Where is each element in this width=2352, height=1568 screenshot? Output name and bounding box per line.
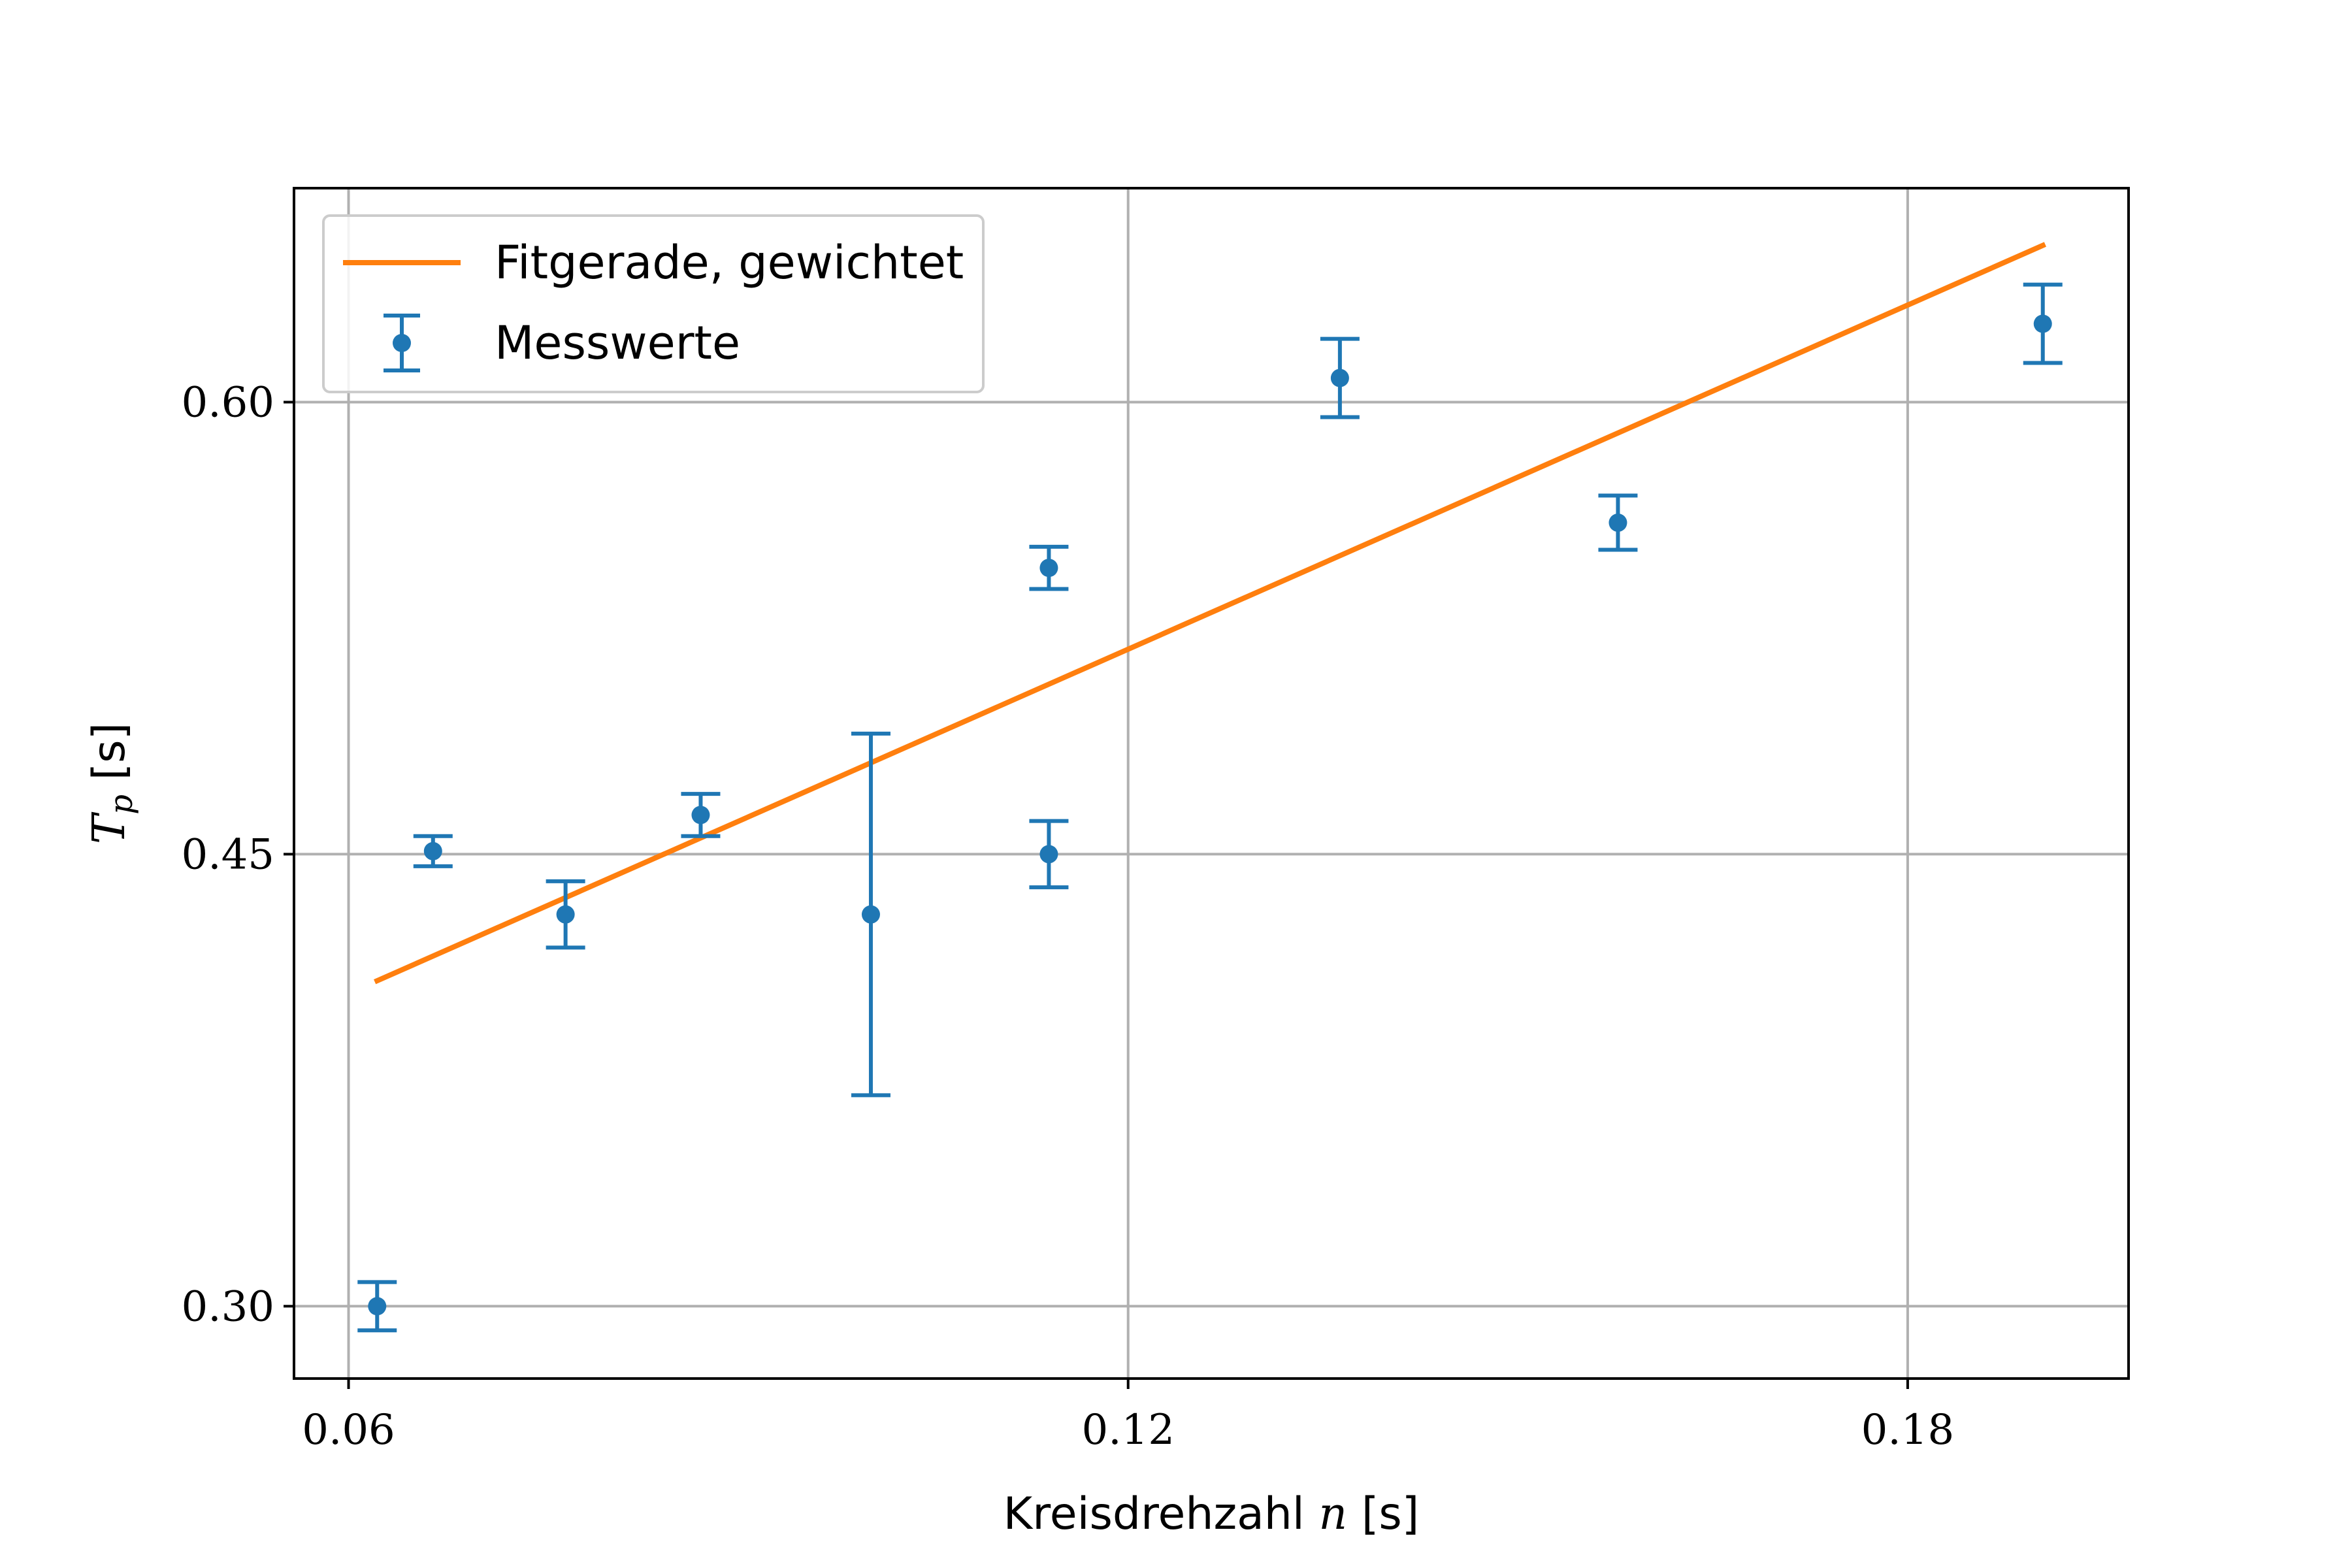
measurement-point	[2023, 282, 2063, 365]
measurement-point	[851, 731, 890, 1098]
measurement-point	[1029, 819, 1069, 890]
y-tick-label: 0.45	[182, 830, 275, 879]
y-tick-label: 0.60	[182, 378, 275, 427]
x-axis-label-unit: [s]	[1347, 1488, 1419, 1540]
x-tick-label: 0.12	[1081, 1406, 1175, 1454]
y-axis-label-unit: [s]	[84, 723, 135, 794]
data-marker	[556, 905, 575, 924]
measurement-point	[357, 1280, 397, 1333]
x-tick-label: 0.06	[302, 1406, 395, 1454]
x-axis-label-variable: n	[1318, 1488, 1347, 1540]
y-axis-label: Tp [s]	[84, 723, 140, 844]
measurement-point	[681, 792, 721, 838]
axis-ticks: 0.06 0.12 0.18 0.30 0.45 0.60	[182, 378, 1955, 1454]
legend-box	[322, 214, 985, 393]
legend-label-measurements: Messwerte	[495, 316, 740, 370]
x-axis-label-prefix: Kreisdrehzahl	[1004, 1488, 1319, 1540]
x-axis-label: Kreisdrehzahl n [s]	[1004, 1488, 1420, 1540]
data-marker	[1609, 514, 1627, 532]
data-marker	[2033, 314, 2052, 333]
measurement-point	[546, 879, 585, 950]
data-marker	[861, 905, 880, 924]
x-tick-label: 0.18	[1861, 1406, 1955, 1454]
data-marker	[691, 806, 710, 825]
axes-frame	[293, 187, 2130, 1380]
measurement-point	[413, 834, 453, 868]
data-marker	[1039, 845, 1058, 864]
y-axis-label-variable: T	[84, 811, 135, 844]
data-marker	[368, 1297, 387, 1316]
data-marker	[423, 841, 442, 860]
data-marker	[1039, 559, 1058, 578]
y-axis-label-subscript: p	[103, 794, 140, 815]
measurement-point	[1320, 336, 1360, 419]
data-marker	[1330, 368, 1349, 387]
legend-label-fit: Fitgerade, gewichtet	[495, 236, 964, 289]
legend: Fitgerade, gewichtet Messwerte	[322, 214, 985, 393]
y-tick-label: 0.30	[182, 1282, 275, 1331]
fit-line	[374, 242, 2047, 985]
measurement-point	[1598, 493, 1638, 552]
measurement-point	[1029, 544, 1069, 591]
plot-area	[357, 242, 2063, 1333]
legend-marker-swatch	[393, 334, 411, 352]
